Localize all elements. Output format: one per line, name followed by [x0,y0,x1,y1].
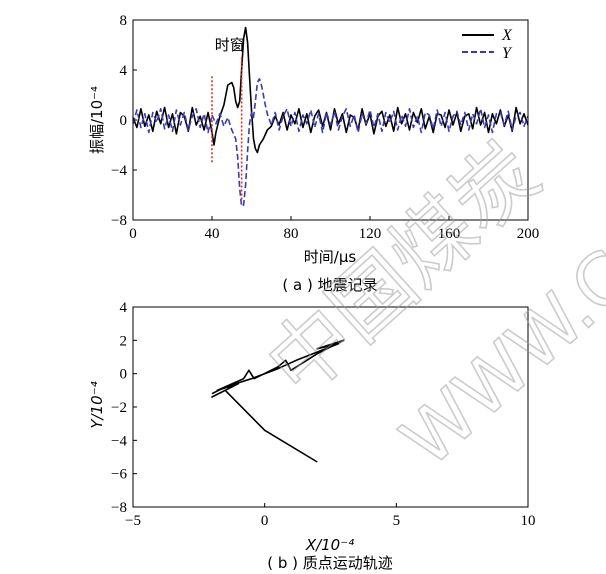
chart-b-ytick-label: −6 [111,467,127,483]
chart-b-xtick-label: 5 [393,513,401,529]
chart-b-ytick-label: 4 [120,300,128,316]
chart-b-xtick-label: 0 [261,513,269,529]
legend-y-label: Y [502,45,513,62]
chart-b-xtick-label: 10 [521,513,536,529]
chart-a-ytick-label: −4 [111,163,127,179]
chart-b-ytick-label: 0 [120,367,128,383]
chart-a-ylabel: 振幅/10⁻⁴ [88,86,106,154]
chart-a-xtick-label: 0 [129,226,137,242]
chart-a-ytick-label: 0 [120,113,128,129]
chart-b-ylabel: Y/10⁻⁴ [88,381,106,428]
chart-a-series-X-line [133,28,528,153]
chart-a-annotation: 时窗 [212,36,245,201]
chart-a-xtick-label: 80 [284,226,299,242]
chart-b-xlabel: X/10⁻⁴ [305,536,354,554]
chart-a-legend: X Y [462,27,513,62]
chart-b-ytick-label: −4 [111,433,127,449]
chart-a-ytick-label: 4 [120,63,128,79]
watermark: 中国煤炭 WWW.C [250,125,606,483]
chart-b-ytick-label: −2 [111,400,127,416]
chart-b-ytick-label: 2 [120,333,128,349]
chart-b-ytick-label: −8 [111,500,127,516]
time-window-label: 时窗 [215,36,245,54]
chart-b-xtick-label: −5 [125,513,141,529]
chart-a-ytick-label: −8 [111,213,127,229]
legend-x-label: X [501,27,513,44]
chart-b-caption: ( b ) 质点运动轨迹 [267,554,393,572]
chart-a-ytick-label: 8 [120,13,128,29]
chart-a-xtick-label: 40 [205,226,220,242]
